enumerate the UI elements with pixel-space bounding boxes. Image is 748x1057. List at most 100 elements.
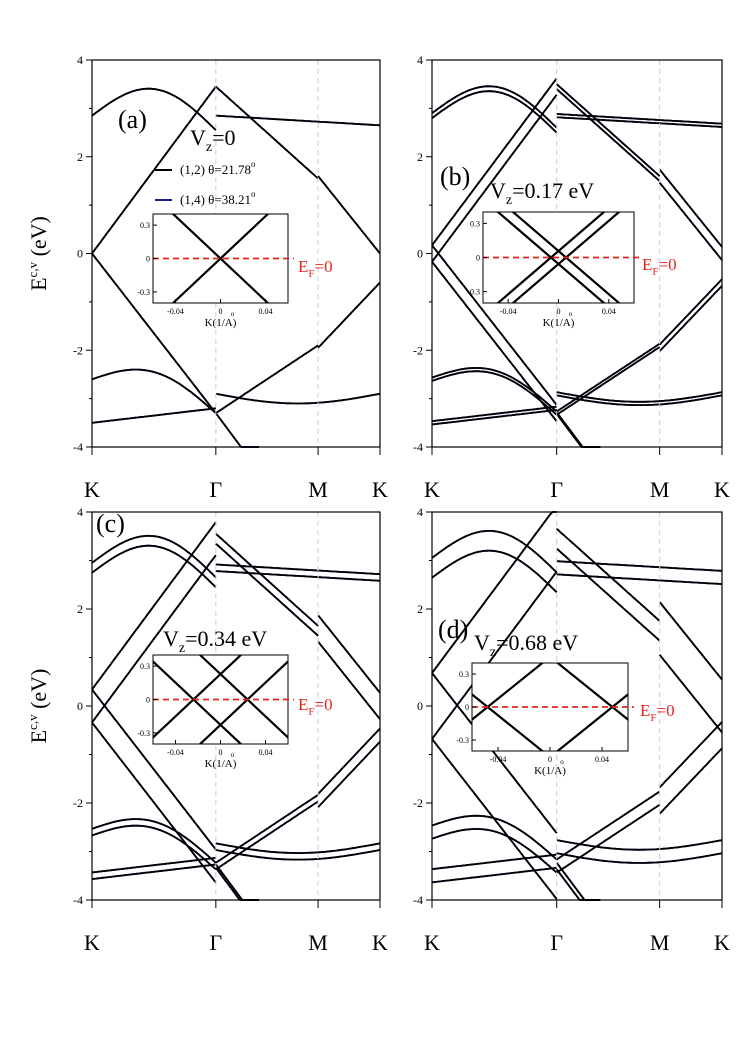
- band-lower-right-1-0: [215, 392, 381, 405]
- band-upper-right-1-0: [215, 570, 381, 582]
- y-tick-label: 0: [77, 699, 83, 713]
- band-lower-right-1-0: [215, 849, 381, 861]
- band-upper-0-0: [431, 549, 558, 593]
- band-gm-down-1-0: [215, 344, 319, 414]
- inset-y-tick-label: 0.3: [140, 662, 150, 671]
- k-label-M: M: [650, 477, 670, 502]
- band-gm-down-1-0: [556, 803, 661, 874]
- band-upper-0-1: [91, 534, 217, 579]
- band-lower-right-1-0: [556, 852, 723, 864]
- band-gm-up-1-0: [215, 542, 319, 637]
- band-upper-1-1: [431, 85, 558, 129]
- band-lines: [91, 521, 381, 901]
- inset-y-tick-label: -0.3: [467, 288, 480, 297]
- band-mk-up-1-1: [658, 601, 723, 681]
- y-tick-label: 2: [417, 602, 423, 616]
- band-cone-up-1-1: [431, 77, 558, 246]
- vz-label: Vz=0: [190, 125, 236, 155]
- inset-x-tick-label: 0.04: [259, 748, 273, 757]
- inset-angstrom-ring: o: [231, 751, 235, 759]
- inset-x-label: K(1/A): [543, 317, 575, 329]
- band-lower-1-0: [431, 370, 558, 416]
- y-tick-label: -4: [73, 440, 83, 454]
- inset-y-tick-label: -0.3: [456, 736, 469, 745]
- band-lower-1-1: [431, 367, 558, 413]
- inset-x-label: K(1/A): [534, 765, 566, 777]
- band-upper-1-1: [431, 530, 558, 574]
- band-gm-up-1-0: [556, 547, 661, 642]
- panel-a: -4 -2 0 2 4 K Γ M K Ec,v (eV) (a) Vz=0 (1,2) θ=21.78…: [25, 53, 388, 502]
- band-upper-1-1: [91, 534, 217, 579]
- panel-label: (c): [96, 509, 125, 538]
- band-lower-1-1: [431, 814, 558, 861]
- band-gm-up-1-0: [556, 88, 661, 182]
- k-label-Γ: Γ: [550, 477, 563, 502]
- k-label-K: K: [714, 930, 730, 955]
- band-upper-0-1: [431, 85, 558, 129]
- inset-x-tick-label: 0: [219, 748, 223, 757]
- band-lower-1-0: [431, 828, 558, 874]
- y-tick-label: 2: [77, 602, 83, 616]
- band-gm-down-1-0: [556, 346, 661, 416]
- band-lower-right-1-1: [556, 391, 723, 403]
- band-mk-up-1-1: [317, 614, 381, 694]
- y-tick-label: -2: [73, 796, 83, 810]
- band-lower-right-1-1: [556, 839, 723, 851]
- y-tick-label: 0: [417, 699, 423, 713]
- band-gamma-drop-0-0: [555, 868, 601, 901]
- band-lower-1-0: [91, 824, 217, 870]
- band-lower-0-0: [431, 828, 558, 874]
- inset-y-tick-label: 0.3: [140, 221, 150, 230]
- y-tick-label: -4: [413, 440, 423, 454]
- band-upper-right-1-0: [556, 573, 723, 585]
- band-mk-down-1-0: [317, 741, 381, 808]
- band-upper-right-1-1: [556, 560, 723, 572]
- band-mk-down-1-0: [658, 285, 723, 352]
- band-upper-1-0: [91, 544, 217, 588]
- inset-x-label: K(1/A): [205, 758, 237, 770]
- band-lowest-1-1: [91, 863, 216, 880]
- k-label-K: K: [424, 930, 440, 955]
- k-label-K: K: [84, 930, 100, 955]
- band-mk-down-1-1: [658, 278, 723, 346]
- legend-entry: (1,2) θ=21.78o: [180, 159, 256, 177]
- band-upper-0-0: [431, 90, 558, 134]
- band-lower-0-0: [91, 368, 217, 414]
- band-cone-up-1-1: [431, 511, 557, 674]
- band-cone-up-1-1: [91, 521, 217, 691]
- band-upper-1-0: [91, 87, 217, 131]
- band-lowest-1-0: [91, 857, 216, 874]
- inset-x-label: K(1/A): [205, 317, 237, 329]
- k-label-M: M: [308, 930, 328, 955]
- band-mk-up-1-1: [658, 168, 723, 248]
- band-gm-up-1-1: [556, 528, 661, 622]
- k-label-Γ: Γ: [209, 930, 222, 955]
- inset-y-tick-label: -0.3: [137, 729, 150, 738]
- band-lowest-1-0: [91, 407, 216, 424]
- band-lower-0-1: [431, 814, 558, 861]
- k-label-K: K: [372, 930, 388, 955]
- band-gamma-drop-1-0: [555, 868, 601, 901]
- y-axis-title: Ec,v (eV): [25, 216, 51, 291]
- y-tick-label: 4: [417, 53, 423, 67]
- band-cone-up-1-0: [431, 94, 558, 263]
- k-label-M: M: [308, 477, 328, 502]
- inset-band-down: [496, 212, 606, 303]
- band-lower-right-1-1: [215, 842, 381, 854]
- inset-x-tick-label: -0.04: [167, 748, 184, 757]
- band-gm-down-1-0: [215, 800, 319, 871]
- fermi-label: EF=0: [640, 701, 675, 724]
- y-tick-label: 4: [77, 53, 83, 67]
- band-cone-up-1-0: [431, 571, 558, 740]
- inset-bands: [171, 214, 270, 303]
- band-lines: [431, 511, 723, 901]
- inset-angstrom-ring: o: [560, 758, 564, 766]
- band-gm-up-1-1: [215, 533, 319, 627]
- band-lowest-1-1: [431, 409, 557, 426]
- band-gamma-drop-1-1: [555, 411, 601, 448]
- band-lines: [431, 77, 723, 448]
- inset-band-down: [171, 214, 270, 303]
- vz-label: Vz=0.68 eV: [474, 630, 578, 660]
- inset-x-tick-label: 0.04: [602, 307, 616, 316]
